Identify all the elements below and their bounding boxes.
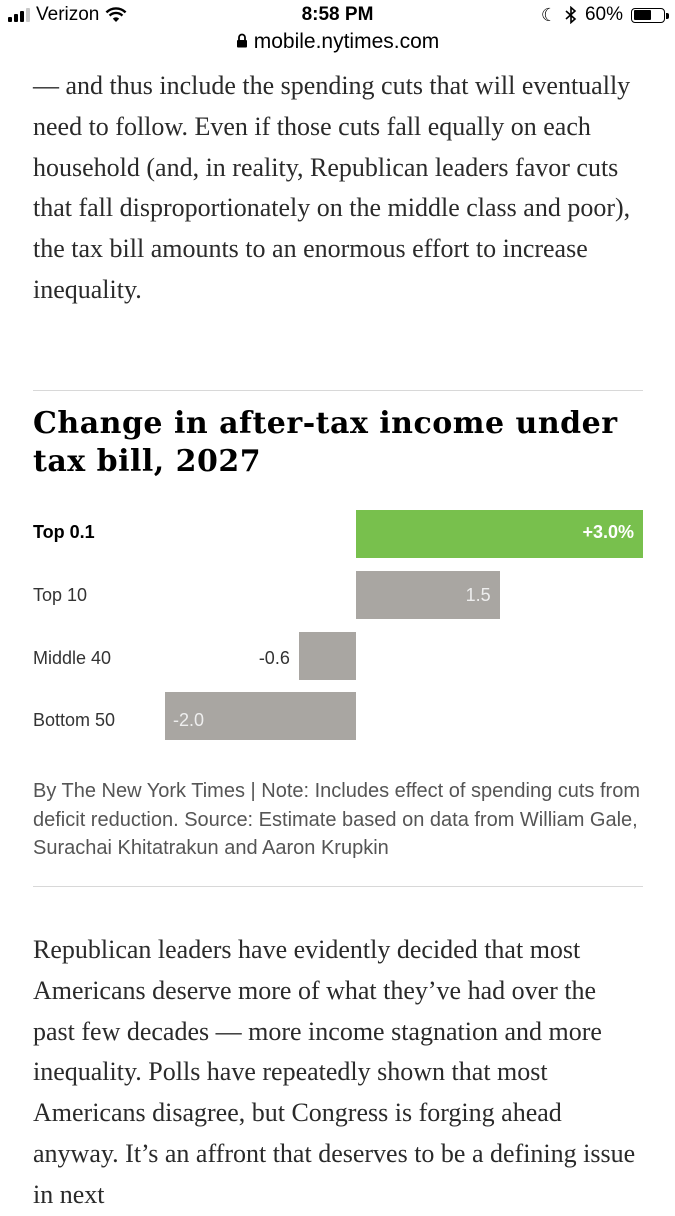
bar-value-label: -2.0 [173, 710, 205, 730]
status-bar: Verizon 8:58 PM ☾ 60% [0, 0, 675, 30]
address-bar[interactable]: mobile.nytimes.com [0, 30, 675, 58]
lock-icon [236, 33, 247, 48]
bar-value-label: -0.6 [258, 648, 290, 668]
row-label: Top 10 [33, 585, 88, 605]
status-left: Verizon [8, 4, 127, 26]
bar-value-label: +3.0% [582, 522, 634, 542]
chart-bottom-divider [33, 886, 643, 887]
row-label: Top 0.1 [33, 522, 95, 542]
bar [356, 571, 500, 619]
url-text: mobile.nytimes.com [253, 30, 440, 53]
chart-top-divider [33, 390, 643, 391]
chart-credit: By The New York Times | Note: Includes e… [33, 780, 640, 859]
battery-percent: 60% [584, 4, 623, 25]
bar [356, 510, 643, 558]
status-right: ☾ 60% [540, 4, 669, 26]
bluetooth-icon [565, 6, 577, 24]
wifi-icon [105, 7, 127, 22]
signal-strength-icon [8, 8, 30, 22]
bar [298, 632, 357, 680]
row-label: Bottom 50 [33, 710, 116, 730]
battery-level [633, 10, 651, 20]
bar [165, 692, 357, 740]
carrier-name: Verizon [36, 4, 100, 25]
bar-value-label: 1.5 [465, 585, 491, 605]
row-label: Middle 40 [33, 648, 112, 668]
chart-title: Change in after-tax income under tax bil… [33, 406, 618, 479]
battery-icon [631, 7, 669, 23]
clock: 8:58 PM [301, 4, 374, 25]
article-paragraph: Republican leaders have evidently decide… [33, 935, 636, 1209]
moon-icon: ☾ [540, 4, 557, 25]
article-paragraph: — and thus include the spending cuts tha… [33, 71, 631, 304]
